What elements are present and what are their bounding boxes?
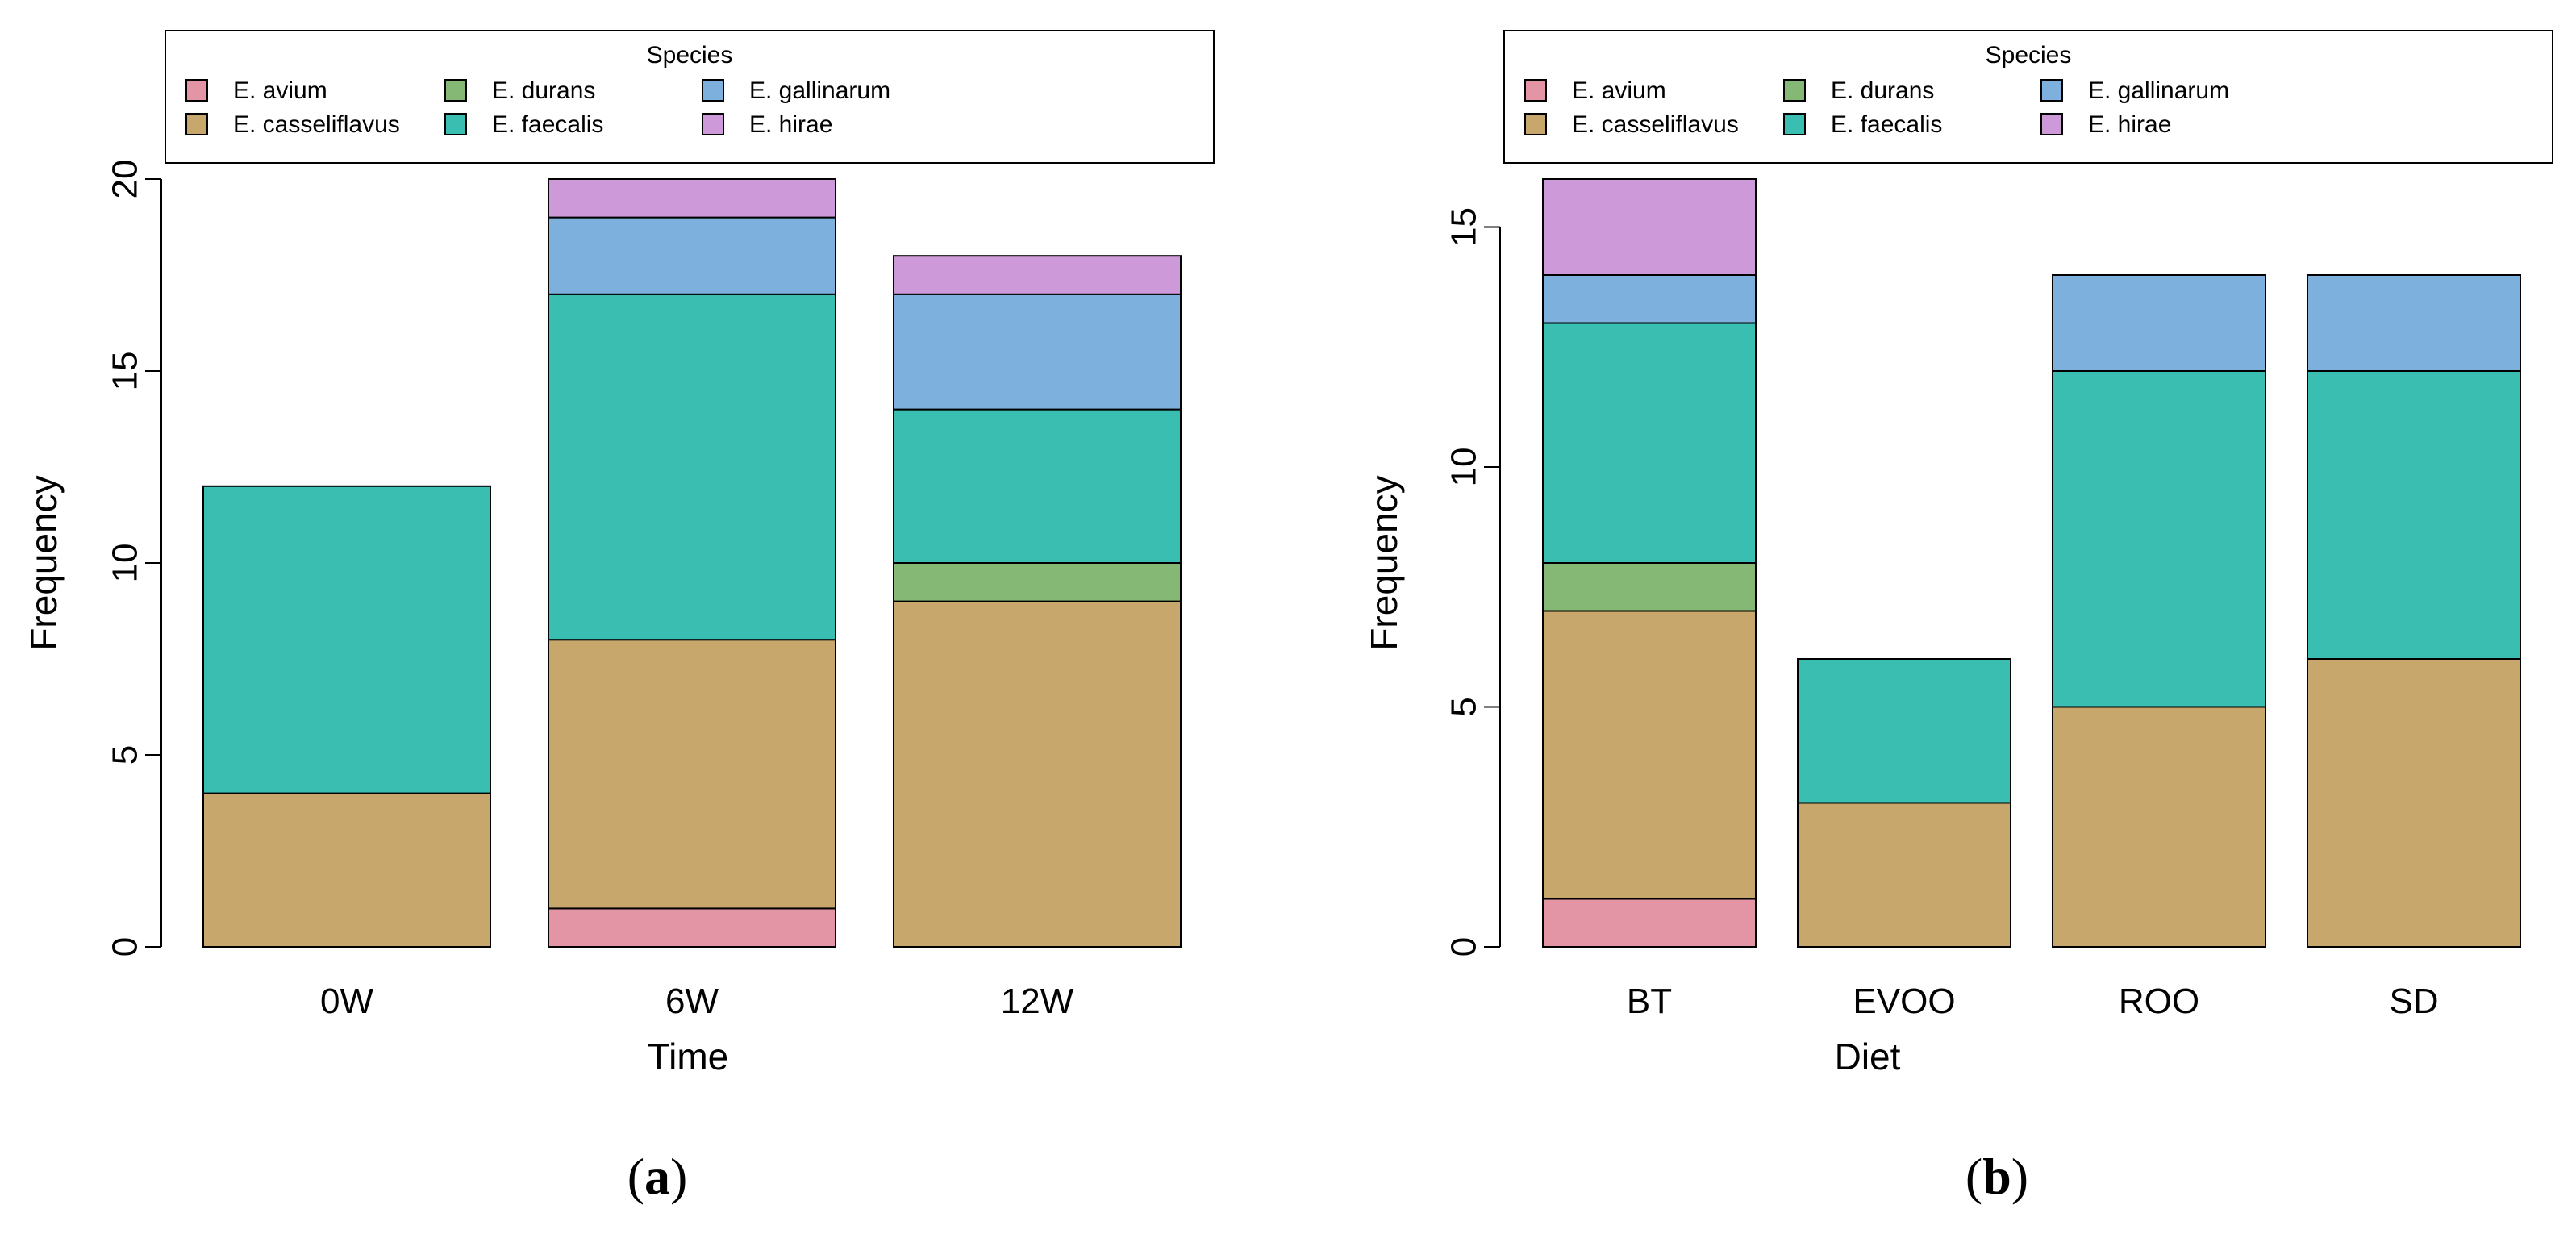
bar-segment bbox=[2307, 274, 2521, 372]
legend-swatch bbox=[1524, 79, 1547, 102]
legend-label: E. casseliflavus bbox=[233, 111, 400, 138]
bar-segment bbox=[893, 408, 1182, 564]
bars: 0W 6W 12W bbox=[202, 178, 1182, 1021]
bar-segment bbox=[548, 216, 836, 295]
bar-segment bbox=[1542, 274, 1757, 324]
legend-swatch bbox=[702, 79, 724, 102]
bar-segment bbox=[2307, 658, 2521, 948]
legend-label: E. casseliflavus bbox=[1572, 111, 1739, 138]
legend-label: E. faecalis bbox=[1831, 111, 1942, 138]
bar-segment bbox=[2052, 706, 2266, 948]
bar-segment bbox=[202, 485, 491, 794]
legend-box bbox=[165, 30, 1215, 164]
bar-segment bbox=[893, 562, 1182, 602]
legend-swatch bbox=[2040, 79, 2063, 102]
caption-letter: a bbox=[644, 1148, 670, 1205]
y-tick-label: 10 bbox=[1444, 448, 1484, 487]
x-tick-label: BT bbox=[1627, 982, 1672, 1021]
y-axis: 0 5 10 15 bbox=[1444, 207, 1501, 957]
bar-segment bbox=[548, 178, 836, 219]
x-tick-label: SD bbox=[2389, 982, 2438, 1021]
legend-label: E. faecalis bbox=[492, 111, 603, 138]
caption-close-paren: ) bbox=[2011, 1148, 2028, 1205]
legend-swatch bbox=[2040, 113, 2063, 135]
caption-close-paren: ) bbox=[670, 1148, 687, 1205]
legend-title: Species bbox=[1986, 42, 2072, 69]
bar-segment bbox=[2052, 274, 2266, 372]
caption-letter: b bbox=[1982, 1148, 2011, 1205]
bar-segment bbox=[893, 293, 1182, 411]
legend: Species E. avium E. casseliflavus E. durans… bbox=[165, 30, 1215, 164]
legend-swatch bbox=[1783, 79, 1806, 102]
x-tick-label: ROO bbox=[2119, 982, 2199, 1021]
y-tick-label: 15 bbox=[1444, 207, 1484, 247]
legend-title: Species bbox=[647, 42, 733, 69]
legend-box bbox=[1503, 30, 2553, 164]
legend-label: E. gallinarum bbox=[2088, 77, 2229, 104]
bar-segment bbox=[1542, 178, 1757, 276]
x-tick-label: 12W bbox=[1001, 982, 1074, 1021]
legend-swatch bbox=[702, 113, 724, 135]
bar-segment bbox=[202, 792, 491, 948]
y-tick-label: 5 bbox=[1444, 697, 1484, 716]
bar-segment bbox=[1797, 802, 2011, 948]
legend-label: E. hirae bbox=[749, 111, 832, 138]
legend-label: E. durans bbox=[492, 77, 595, 104]
legend: Species E. avium E. casseliflavus E. durans… bbox=[1503, 30, 2553, 164]
y-axis-title: Frequency bbox=[23, 475, 65, 650]
legend-label: E. avium bbox=[1572, 77, 1666, 104]
bar-segment bbox=[1542, 562, 1757, 612]
y-axis: 0 5 10 15 20 bbox=[106, 160, 162, 957]
y-tick-label: 15 bbox=[106, 352, 145, 391]
legend-label: E. durans bbox=[1831, 77, 1934, 104]
caption-open-paren: ( bbox=[1965, 1148, 1982, 1205]
bar-segment bbox=[1542, 322, 1757, 564]
bar-segment bbox=[893, 255, 1182, 295]
panel-caption: (a) bbox=[627, 1148, 688, 1205]
bar-segment bbox=[1797, 658, 2011, 804]
y-tick-label: 0 bbox=[106, 937, 145, 957]
bar-segment bbox=[1542, 610, 1757, 900]
legend-swatch bbox=[444, 79, 467, 102]
legend-label: E. avium bbox=[233, 77, 327, 104]
x-axis-title: Diet bbox=[1835, 1036, 1901, 1078]
legend-swatch bbox=[1524, 113, 1547, 135]
bar-segment bbox=[548, 293, 836, 641]
chart-panel-b: 0 5 10 15 BT EVOO ROO SD Diet Frequency Species E. … bbox=[1363, 30, 2553, 1205]
legend-swatch bbox=[444, 113, 467, 135]
x-tick-label: 0W bbox=[320, 982, 373, 1021]
y-tick-label: 20 bbox=[106, 160, 145, 199]
caption-open-paren: ( bbox=[627, 1148, 644, 1205]
bar-segment bbox=[893, 600, 1182, 948]
legend-label: E. gallinarum bbox=[749, 77, 890, 104]
y-axis-title: Frequency bbox=[1363, 475, 1405, 650]
bar-segment bbox=[548, 907, 836, 948]
bar-segment bbox=[1542, 898, 1757, 948]
x-axis-title: Time bbox=[648, 1036, 729, 1078]
bar-segment bbox=[548, 639, 836, 910]
bars: BT EVOO ROO SD bbox=[1542, 178, 2521, 1021]
panel-caption: (b) bbox=[1965, 1148, 2028, 1205]
chart-panel-a: 0 5 10 15 20 0W 6W 12W Time Frequency Species E. av… bbox=[23, 30, 1215, 1205]
x-tick-label: 6W bbox=[665, 982, 719, 1021]
legend-swatch bbox=[185, 113, 208, 135]
legend-swatch bbox=[185, 79, 208, 102]
legend-label: E. hirae bbox=[2088, 111, 2171, 138]
bar-segment bbox=[2307, 370, 2521, 660]
x-tick-label: EVOO bbox=[1853, 982, 1955, 1021]
y-tick-label: 10 bbox=[106, 544, 145, 583]
bar-segment bbox=[2052, 370, 2266, 708]
legend-swatch bbox=[1783, 113, 1806, 135]
y-tick-label: 0 bbox=[1444, 937, 1484, 957]
y-tick-label: 5 bbox=[106, 745, 145, 765]
